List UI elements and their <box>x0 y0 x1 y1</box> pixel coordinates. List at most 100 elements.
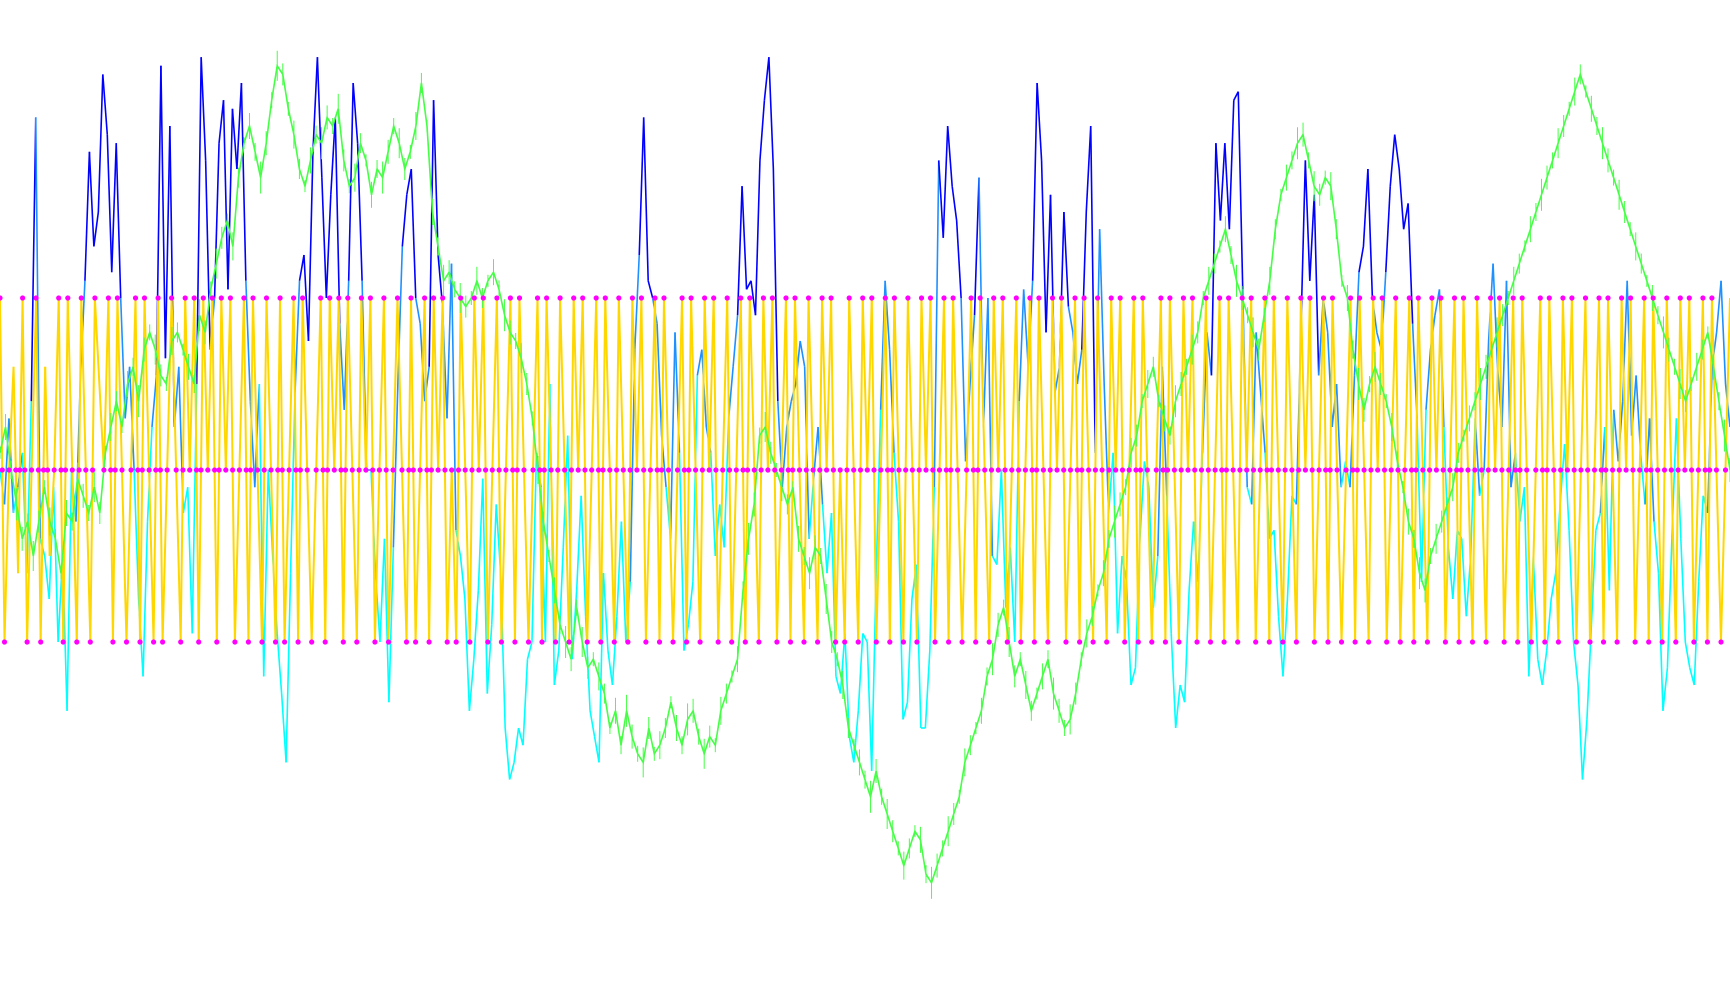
indicator-segment <box>1009 547 1016 643</box>
crossing-marker <box>991 295 997 301</box>
crossing-marker <box>1293 639 1299 645</box>
crossing-marker <box>1713 467 1719 473</box>
crossing-marker <box>1244 467 1250 473</box>
crossing-marker <box>1388 467 1394 473</box>
crossing-marker <box>1472 467 1478 473</box>
signal-segment <box>676 297 684 471</box>
crossing-marker <box>643 639 649 645</box>
crossing-marker <box>1352 639 1358 645</box>
indicator-segment <box>1000 469 1007 608</box>
signal-segment <box>1037 297 1045 471</box>
indicator-segment <box>1595 512 1602 531</box>
signal-segment <box>288 297 295 471</box>
crossing-marker <box>738 295 744 301</box>
indicator-segment <box>593 736 600 763</box>
indicator-segment <box>477 478 484 591</box>
crossing-marker <box>851 467 857 473</box>
crossing-marker <box>871 467 877 473</box>
signal-segment <box>500 469 507 643</box>
crossing-marker <box>20 295 26 301</box>
signal-segment <box>1317 297 1325 471</box>
crossing-marker <box>1361 467 1367 473</box>
crossing-marker <box>1366 639 1372 645</box>
indicator-segment <box>432 100 439 256</box>
signal-segment <box>924 297 932 471</box>
crossing-marker <box>1131 295 1137 301</box>
crossing-marker <box>1013 295 1019 301</box>
crossing-marker <box>930 467 936 473</box>
signal-segment <box>1110 297 1117 471</box>
signal-segment <box>1123 469 1131 643</box>
signal-segment <box>1421 469 1429 643</box>
crossing-marker <box>76 467 82 473</box>
signal-segment <box>283 469 291 643</box>
crossing-marker <box>58 467 64 473</box>
indicator-segment <box>602 573 609 651</box>
signal-segment <box>852 469 860 643</box>
crossing-marker <box>1442 639 1448 645</box>
crossing-marker <box>1722 467 1729 473</box>
indicator-segment <box>106 134 113 273</box>
crossing-marker <box>510 467 516 473</box>
crossing-marker <box>539 639 545 645</box>
crossing-marker <box>1058 295 1065 301</box>
signal-segment <box>477 297 485 471</box>
crossing-marker <box>1677 295 1683 301</box>
indicator-segment <box>1492 263 1499 367</box>
indicator-segment <box>401 194 408 247</box>
crossing-marker <box>1284 295 1290 301</box>
crossing-marker <box>541 467 547 473</box>
indicator-segment <box>1501 280 1508 428</box>
signal-segment <box>1227 297 1235 471</box>
crossing-marker <box>758 467 764 473</box>
crossing-marker <box>216 467 222 473</box>
signal-segment <box>893 297 900 471</box>
crossing-marker <box>1320 295 1327 301</box>
crossing-marker <box>656 639 663 645</box>
crossing-marker <box>1329 295 1336 301</box>
crossing-marker <box>164 467 170 473</box>
crossing-marker <box>1092 467 1098 473</box>
crossing-marker <box>496 467 502 473</box>
crossing-marker <box>1338 639 1345 645</box>
indicator-segment <box>245 280 252 402</box>
crossing-marker <box>1298 295 1304 301</box>
crossing-marker <box>169 295 175 301</box>
crossing-marker <box>580 295 586 301</box>
crossing-marker <box>1598 467 1604 473</box>
crossing-marker <box>1524 467 1530 473</box>
crossing-marker <box>975 467 981 473</box>
signal-segment <box>486 469 494 643</box>
signal-segment <box>1299 297 1307 471</box>
indicator-segment <box>240 82 247 281</box>
signal-segment <box>703 297 711 471</box>
crossing-marker <box>1406 295 1412 301</box>
crossing-marker <box>503 467 509 473</box>
crossing-marker <box>1239 295 1245 301</box>
crossing-marker <box>370 467 376 473</box>
crossing-marker <box>860 295 866 301</box>
crossing-marker <box>390 467 396 473</box>
crossing-marker <box>927 295 934 301</box>
crossing-marker <box>557 295 563 301</box>
signal-segment <box>622 469 629 643</box>
crossing-marker <box>483 467 489 473</box>
crossing-marker <box>413 639 419 645</box>
crossing-marker <box>1424 639 1430 645</box>
crossing-marker <box>1544 467 1550 473</box>
crossing-marker <box>494 295 500 301</box>
crossing-marker <box>1600 639 1607 645</box>
indicator-segment <box>1018 289 1025 402</box>
signal-segment <box>672 469 679 643</box>
indicator-segment <box>294 280 301 393</box>
crossing-marker <box>467 639 473 645</box>
signal-segment <box>1083 297 1090 471</box>
indicator-segment <box>1045 194 1052 333</box>
indicator-segment <box>826 512 833 574</box>
crossing-marker <box>1691 639 1697 645</box>
signal-segment <box>848 297 855 471</box>
indicator-segment <box>1081 211 1088 350</box>
signal-segment <box>631 297 638 471</box>
crossing-marker <box>1664 295 1670 301</box>
crossing-marker <box>236 467 242 473</box>
